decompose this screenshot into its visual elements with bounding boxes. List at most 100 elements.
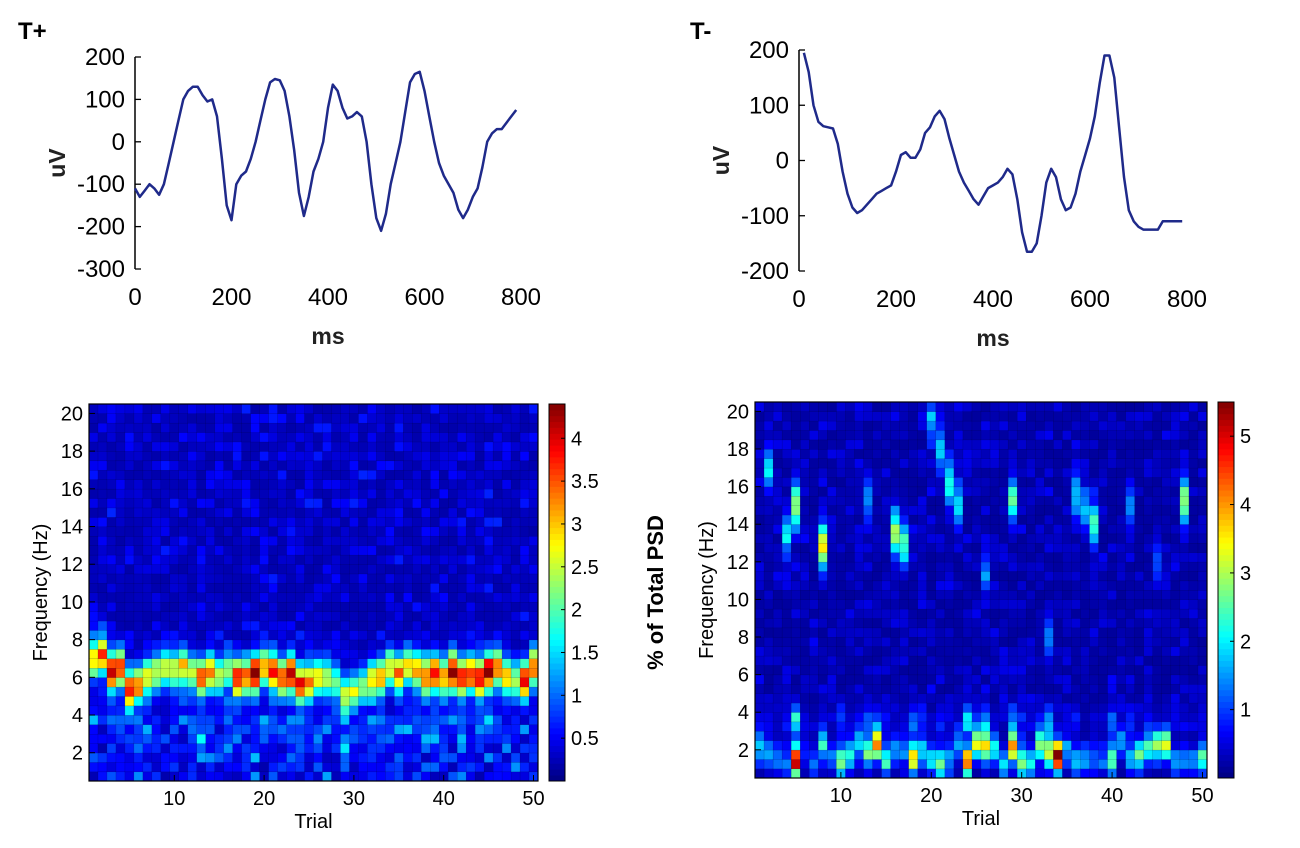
heatmap-tplus-cell (376, 441, 386, 452)
heatmap-tplus-cell (133, 516, 144, 528)
heatmap-tplus-cell (430, 488, 440, 499)
heatmap-tminus-cell (836, 636, 846, 647)
heatmap-tminus-cell (818, 712, 828, 723)
heatmap-tminus-cell (1071, 533, 1081, 544)
heatmap-tplus-cell (178, 479, 189, 490)
heatmap-tplus-cell (385, 413, 395, 424)
heatmap-tplus-cell (187, 535, 198, 546)
heatmap-tminus-cell (836, 571, 846, 582)
heatmap-tplus-cell (358, 743, 368, 754)
heatmap-tminus-cell (827, 477, 837, 488)
heatmap-tplus-cell (97, 545, 108, 556)
heatmap-tminus-cell (827, 552, 837, 563)
heatmap-tminus-cell (754, 589, 765, 600)
heatmap-tminus-cell (1035, 655, 1045, 666)
heatmap-tminus-cell (854, 721, 864, 732)
heatmap-tminus-cell (881, 665, 892, 676)
heatmap-tplus-cell (178, 667, 189, 678)
heatmap-tminus-cell (890, 759, 901, 770)
heatmap-tplus-cell (133, 761, 144, 773)
heatmap-tplus-cell (421, 724, 431, 735)
heatmap-tplus-cell (519, 743, 530, 754)
heatmap-tplus-cell (376, 714, 386, 725)
heatmap-tplus-cell (367, 752, 377, 763)
heatmap-tplus-colorbar-segment (549, 404, 565, 411)
heatmap-tplus-cell (528, 516, 539, 528)
heatmap-tminus-cell (1098, 524, 1109, 535)
heatmap-tplus-cell (528, 743, 539, 754)
heatmap-tminus-cell (790, 448, 801, 459)
heatmap-tminus-cell (1134, 589, 1145, 600)
heatmap-tplus-cell (313, 771, 323, 782)
heatmap-tminus-cell (818, 477, 828, 488)
heatmap-tminus-cell (1143, 420, 1154, 431)
heatmap-tminus-cell (800, 514, 810, 525)
heatmap-tminus-cell (1197, 477, 1208, 488)
heatmap-tminus-cell (1089, 730, 1100, 741)
heatmap-tminus-cell (1152, 514, 1163, 525)
heatmap-tplus-cell (232, 441, 243, 452)
heatmap-tplus-cell (412, 460, 422, 471)
heatmap-tplus-cell (403, 761, 413, 773)
heatmap-tplus-xtick-label: 50 (522, 788, 544, 810)
heatmap-tplus-cell (313, 432, 323, 443)
heatmap-tminus-cell (781, 740, 792, 751)
heatmap-tplus-cell (492, 639, 503, 650)
heatmap-tplus-cell (232, 573, 243, 584)
heatmap-tplus-cell (448, 677, 458, 688)
heatmap-tplus-cell (492, 724, 503, 735)
heatmap-tminus-cell (1134, 580, 1145, 591)
heatmap-tminus-cell (1170, 721, 1181, 732)
heatmap-tplus-cell (106, 450, 117, 462)
heatmap-tminus-cell (1116, 439, 1127, 450)
heatmap-tplus-cell (160, 592, 171, 603)
heatmap-tminus-cell (854, 571, 864, 582)
heatmap-tplus-cell (241, 526, 252, 537)
heatmap-tplus-cell (474, 658, 485, 669)
heatmap-tminus-cell (863, 721, 874, 732)
heatmap-tplus-cell (304, 460, 314, 471)
heatmap-tminus-cell (1134, 467, 1145, 478)
heatmap-tminus-cell (1025, 580, 1036, 591)
heatmap-tplus-cell (88, 403, 99, 414)
heatmap-tplus-cell (223, 695, 234, 707)
heatmap-tplus-cell (322, 432, 332, 443)
heatmap-tminus-cell (980, 571, 991, 582)
heatmap-tplus-cell (268, 498, 279, 509)
heatmap-tminus-cell (772, 665, 783, 676)
heatmap-tminus-cell (908, 627, 919, 638)
heatmap-tplus-colorbar-tick-label: 1 (571, 685, 582, 707)
heatmap-tplus-cell (223, 460, 234, 471)
heatmap-tplus-cell (403, 573, 413, 584)
heatmap-tminus-cell (1197, 655, 1208, 666)
heatmap-tminus-cell (971, 467, 982, 478)
heatmap-tminus-cell (1134, 486, 1145, 497)
heatmap-tminus-cell (1116, 712, 1127, 723)
heatmap-tminus-cell (1197, 683, 1208, 694)
heatmap-tminus-cell (881, 693, 892, 704)
heatmap-tplus-cell (178, 752, 189, 763)
heatmap-tplus-colorbar-segment (549, 621, 565, 629)
heatmap-tplus-cell (510, 498, 521, 509)
heatmap-tminus-cell (1161, 749, 1172, 760)
heatmap-tplus-cell (492, 526, 503, 537)
heatmap-tminus-cell (1116, 730, 1127, 741)
heatmap-tminus-cell (836, 401, 846, 412)
heatmap-tminus-cell (1025, 618, 1036, 629)
heatmap-tminus-cell (1035, 749, 1045, 760)
heatmap-tminus-cell (1188, 486, 1199, 497)
heatmap-tplus-cell (519, 469, 530, 480)
heatmap-tminus-cell (1161, 627, 1172, 638)
heatmap-tminus-cell (917, 683, 928, 694)
heatmap-tplus-cell (376, 479, 386, 490)
heatmap-tplus-cell (169, 592, 180, 603)
heatmap-tplus-cell (376, 516, 386, 528)
heatmap-tminus-cell (1025, 599, 1036, 610)
heatmap-tplus-cell (106, 582, 117, 594)
heatmap-tplus-cell (277, 743, 288, 754)
heatmap-tminus-cell (953, 599, 964, 610)
heatmap-tplus-cell (241, 460, 252, 471)
heatmap-tplus-cell (331, 582, 341, 594)
heatmap-tplus-cell (492, 460, 503, 471)
heatmap-tplus-cell (358, 498, 368, 509)
